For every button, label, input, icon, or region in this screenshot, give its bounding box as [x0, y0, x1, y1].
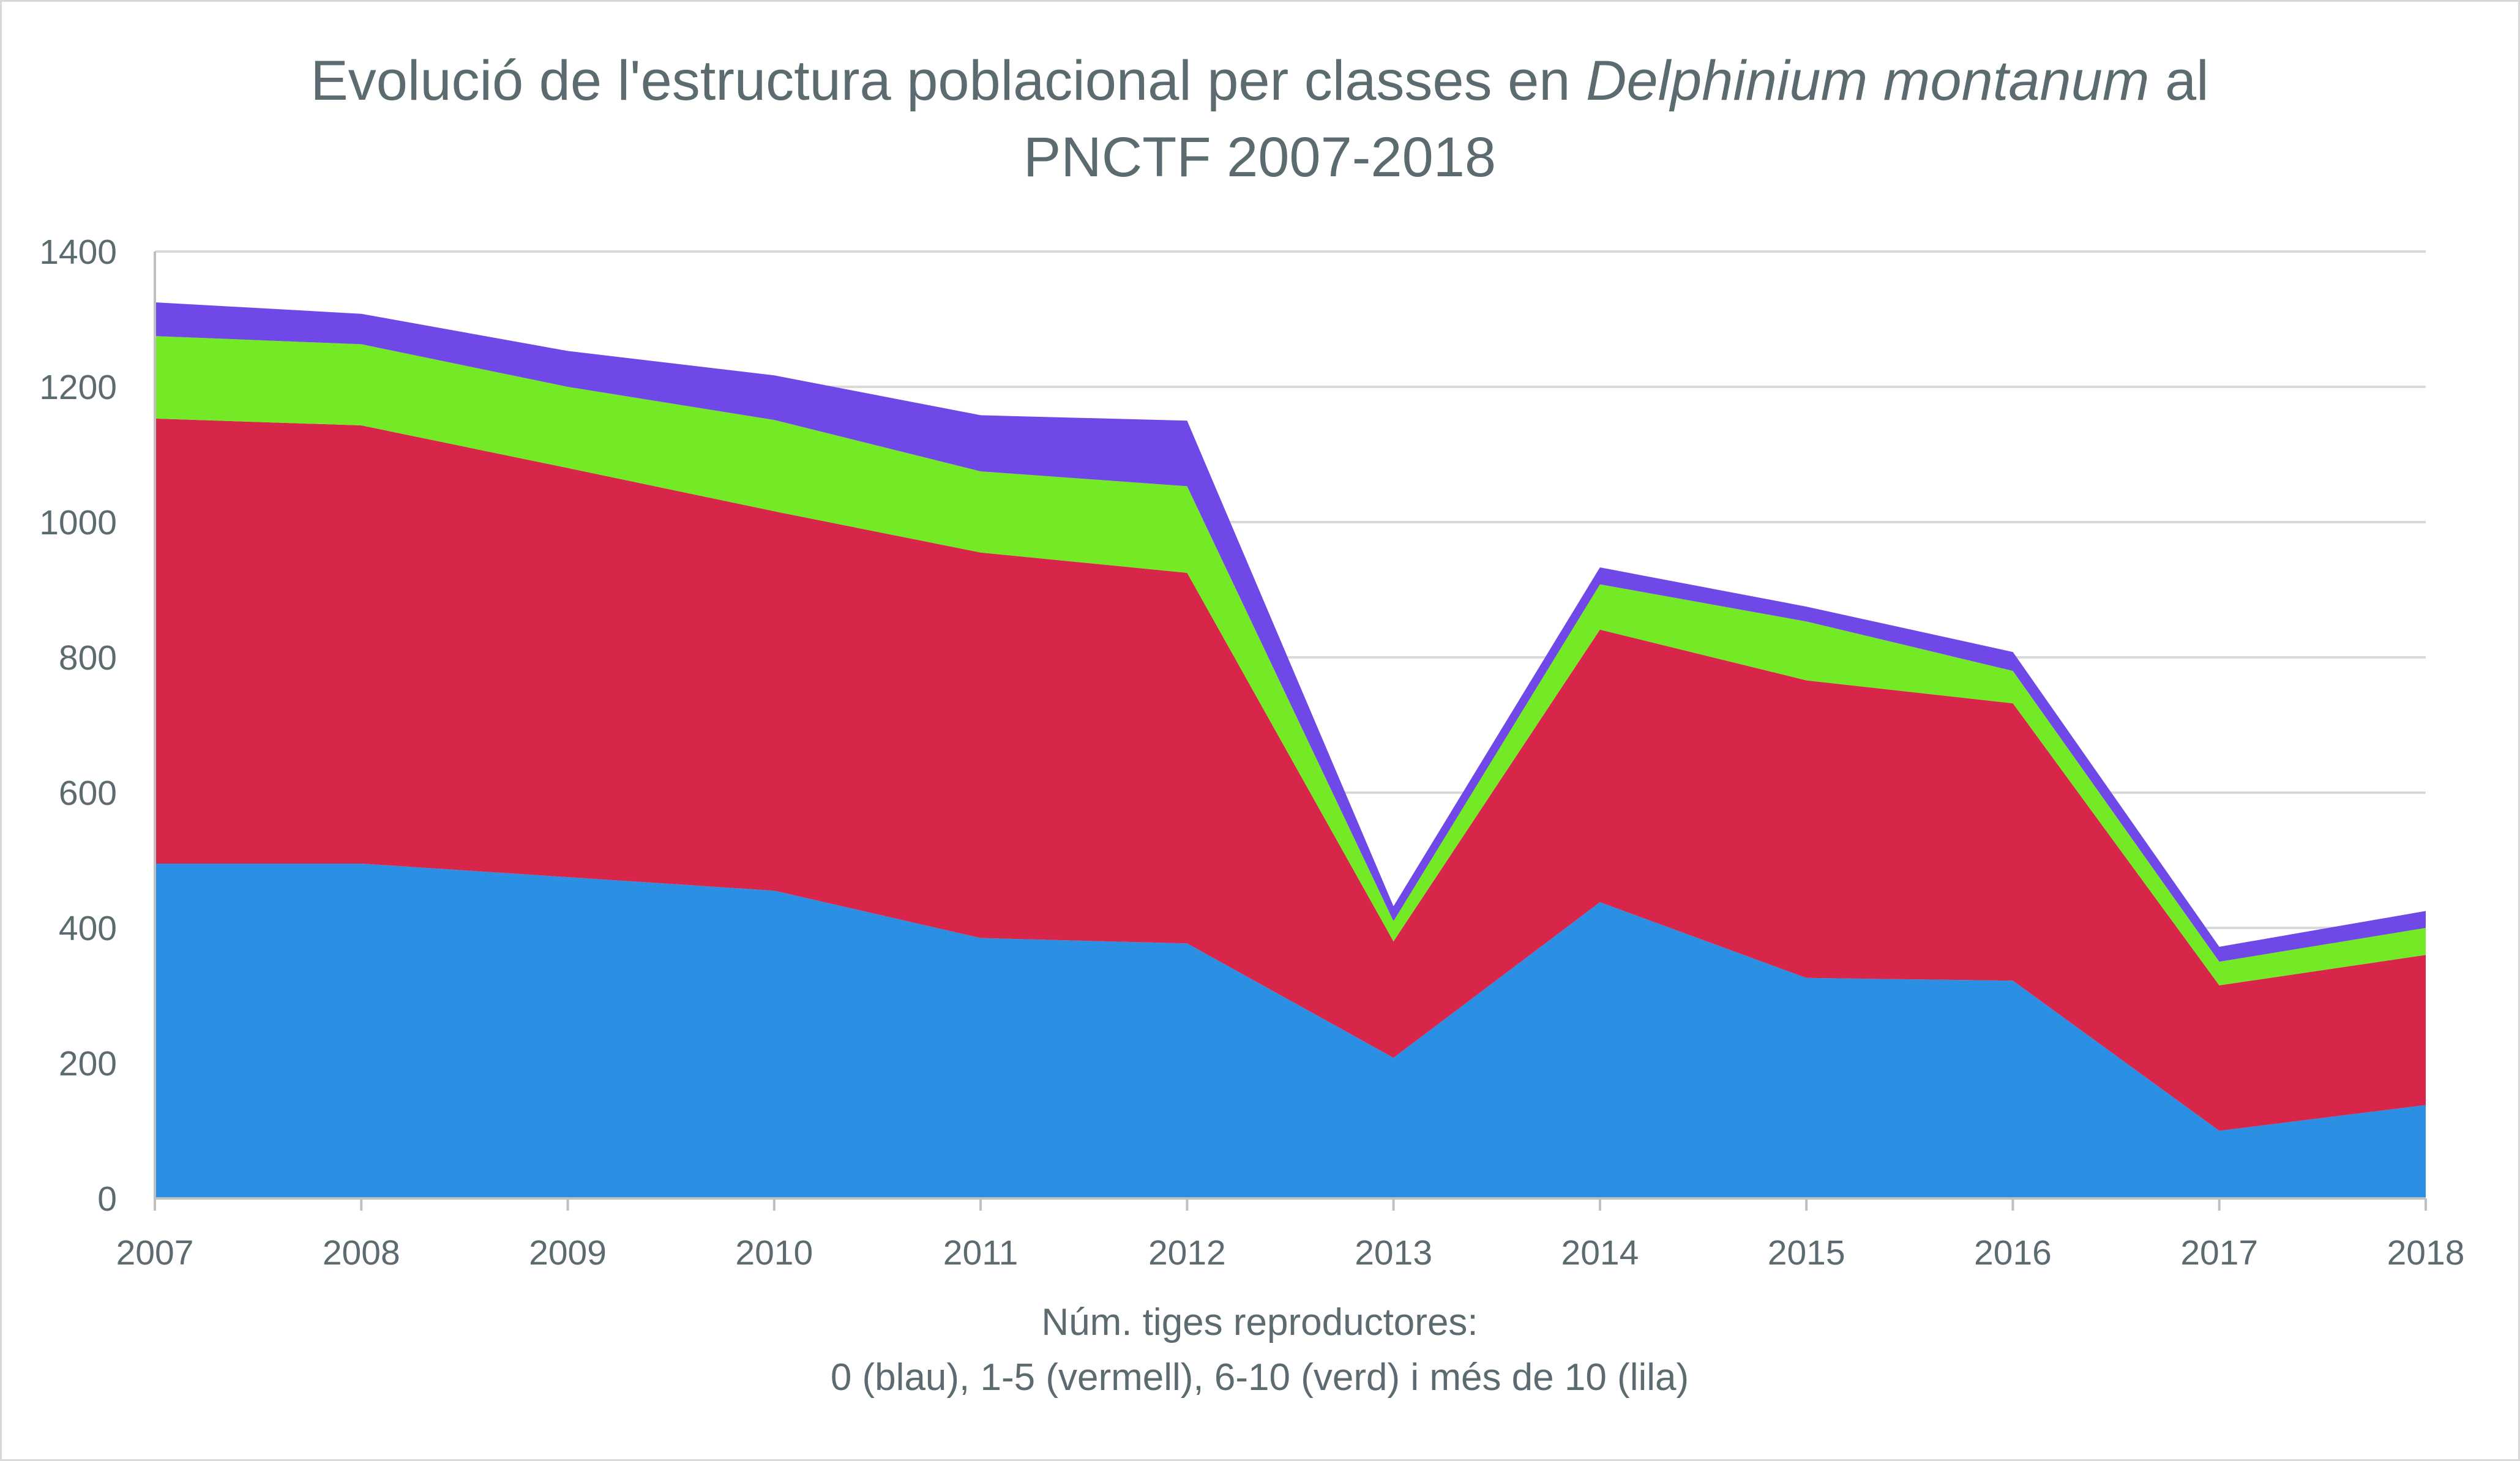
axis-layer: 0 200 400 600 800 1000 1200 1400 2007 2008 2009 201… — [39, 233, 2464, 1272]
chart-title-part-2: Delphinium montanum — [1586, 50, 2149, 112]
y-tick-label: 400 — [59, 909, 117, 948]
x-axis-label-line-1: Núm. tiges reproductores: — [1041, 1301, 1478, 1343]
chart-title-line-2: PNCTF 2007-2018 — [1023, 126, 1496, 189]
x-tick-label: 2012 — [1148, 1233, 1226, 1272]
chart-title-part-1: Evolució de l'estructura poblacional per… — [310, 50, 1586, 112]
area-series-1 — [155, 864, 2426, 1198]
y-tick-label: 1200 — [39, 368, 117, 407]
x-tick-label: 2007 — [116, 1233, 194, 1272]
x-tick-label: 2008 — [323, 1233, 400, 1272]
x-tick-label: 2013 — [1355, 1233, 1432, 1272]
x-tick-label: 2014 — [1561, 1233, 1639, 1272]
area-series-3 — [155, 336, 2426, 985]
y-tick-label: 1400 — [39, 233, 117, 272]
y-tick-label: 0 — [97, 1179, 117, 1219]
y-tick-label: 200 — [59, 1044, 117, 1083]
area-series-2 — [155, 418, 2426, 1131]
x-tick-label: 2016 — [1974, 1233, 2052, 1272]
x-tick-label: 2018 — [2387, 1233, 2465, 1272]
chart-title-line-1: Evolució de l'estructura poblacional per… — [310, 50, 2208, 112]
y-tick-label: 1000 — [39, 503, 117, 542]
x-tick-label: 2017 — [2180, 1233, 2258, 1272]
x-tick-label: 2015 — [1768, 1233, 1845, 1272]
x-axis-label-line-2: 0 (blau), 1-5 (vermell), 6-10 (verd) i m… — [831, 1356, 1689, 1399]
x-tick-label: 2009 — [529, 1233, 607, 1272]
x-tick-label: 2011 — [943, 1233, 1019, 1272]
chart-title-part-3: al — [2149, 50, 2208, 112]
y-tick-label: 800 — [59, 638, 117, 678]
x-tick-label: 2010 — [735, 1233, 813, 1272]
y-tick-label: 600 — [59, 774, 117, 813]
area-layer — [155, 302, 2426, 1198]
